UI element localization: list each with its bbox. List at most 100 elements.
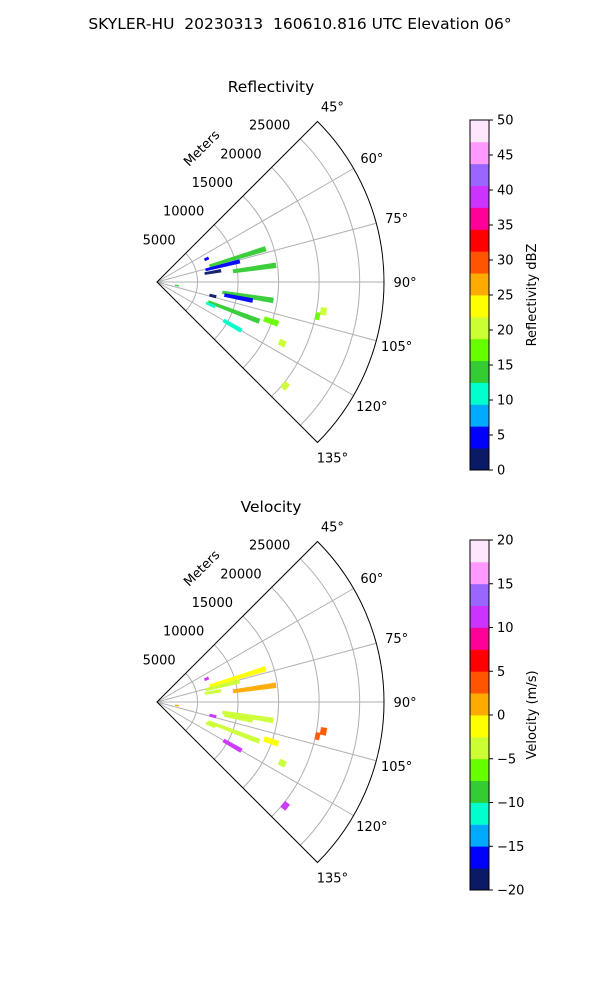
colorbar-segment — [470, 273, 489, 296]
azimuth-tick-label: 60° — [360, 152, 383, 167]
echo-cell — [209, 713, 217, 719]
colorbar-segment — [470, 824, 489, 847]
echo-cell — [263, 316, 280, 327]
azimuth-tick-label: 75° — [385, 632, 408, 647]
azimuth-gridline — [156, 168, 354, 283]
echo-cell — [222, 290, 274, 304]
echo-cell — [207, 720, 261, 744]
echo-cell — [263, 736, 280, 747]
echo-cell — [232, 682, 277, 694]
colorbar-tick-label: 20 — [497, 324, 514, 339]
panel-title: Reflectivity — [228, 78, 315, 96]
echo-cell — [277, 338, 287, 348]
colorbar-tick-label: 15 — [497, 577, 514, 592]
azimuth-tick-label: 75° — [385, 212, 408, 227]
colorbar-tick-label: 5 — [497, 429, 505, 444]
colorbar-segment — [470, 229, 489, 252]
colorbar-segment — [470, 802, 489, 825]
azimuth-gridline — [156, 701, 377, 762]
colorbar-tick-label: −20 — [497, 884, 524, 899]
colorbar-segment — [470, 846, 489, 869]
echo-cell — [203, 676, 210, 682]
azimuth-tick-label: 45° — [321, 101, 344, 116]
azimuth-tick-label: 120° — [356, 400, 387, 415]
range-tick-label: 10000 — [163, 205, 204, 220]
echo-cell — [205, 259, 241, 272]
colorbar-tick-label: 10 — [497, 621, 514, 636]
colorbar-tick-label: −10 — [497, 796, 524, 811]
colorbar-segment — [470, 583, 489, 607]
echo-cell — [314, 732, 321, 741]
colorbar-segment — [470, 251, 489, 274]
range-tick-label: 10000 — [163, 625, 204, 640]
echo-cell — [222, 738, 243, 753]
echo-cell — [314, 312, 321, 321]
colorbar-tick-label: −15 — [497, 840, 524, 855]
colorbar-tick-label: 25 — [497, 289, 514, 304]
colorbar-tick-label: −5 — [497, 752, 516, 767]
colorbar-segment — [470, 758, 489, 782]
echo-cell — [174, 704, 179, 707]
echo-cell — [208, 246, 267, 268]
colorbar-segment — [470, 780, 489, 803]
azimuth-tick-label: 90° — [394, 276, 417, 291]
colorbar-tick-label: 40 — [497, 184, 514, 199]
echo-cell — [205, 721, 217, 729]
colorbar-tick-label: 30 — [497, 254, 514, 269]
echo-cell — [205, 679, 241, 692]
range-tick-label: 20000 — [220, 567, 261, 582]
colorbar-segment — [470, 426, 489, 449]
echo-cell — [205, 301, 217, 309]
colorbar-tick-label: 20 — [497, 534, 514, 549]
chart-panel-reflectivity: Reflectivity 45° 60° 75° 90° 105° 120° 135° 5000… — [143, 78, 540, 479]
echo-cell — [203, 256, 210, 262]
range-tick-label: 5000 — [143, 233, 176, 248]
colorbar-tick-label: 35 — [497, 219, 514, 234]
echo-cell — [208, 666, 267, 688]
echo-cell — [232, 262, 277, 274]
azimuth-gridline — [156, 281, 377, 342]
range-tick-label: 15000 — [192, 176, 233, 191]
range-tick-label: 15000 — [192, 596, 233, 611]
azimuth-tick-label: 105° — [381, 760, 412, 775]
colorbar-tick-label: 50 — [497, 114, 514, 129]
colorbar-segment — [470, 605, 489, 628]
echo-cell — [280, 800, 291, 811]
range-tick-label: 25000 — [249, 119, 290, 134]
echo-cell — [174, 284, 179, 287]
colorbar-segment — [470, 316, 489, 340]
colorbar-tick-label: 45 — [497, 149, 514, 164]
echo-cell — [204, 269, 222, 275]
azimuth-tick-label: 135° — [317, 451, 348, 466]
colorbar-segment — [470, 868, 489, 891]
colorbar-segment — [470, 163, 489, 187]
colorbar-segment — [470, 561, 489, 585]
colorbar-tick-label: 0 — [497, 709, 505, 724]
sector-outline — [156, 540, 385, 864]
colorbar-tick-label: 15 — [497, 359, 514, 374]
chart-panel-velocity: Velocity 45° 60° 75° 90° 105° 120° 135° 5000 1000… — [143, 498, 540, 899]
panel-title: Velocity — [241, 498, 302, 516]
colorbar-tick-label: 10 — [497, 394, 514, 409]
colorbar-segment — [470, 360, 489, 383]
echo-cell — [319, 307, 328, 316]
range-axis-label: Meters — [181, 128, 223, 170]
figure-title: SKYLER-HU 20230313 160610.816 UTC Elevat… — [88, 15, 512, 33]
range-tick-label: 5000 — [143, 653, 176, 668]
echo-cell — [222, 710, 274, 724]
echo-cell — [277, 758, 287, 768]
colorbar-segment — [470, 295, 489, 318]
echo-cell — [207, 300, 261, 324]
colorbar-label: Velocity (m/s) — [525, 670, 540, 759]
colorbar-segment — [470, 715, 489, 738]
echo-cell — [319, 727, 328, 736]
colorbar-label: Reflectivity dBZ — [525, 244, 540, 347]
colorbar-segment — [470, 448, 489, 471]
colorbar-segment — [470, 338, 489, 362]
azimuth-tick-label: 45° — [321, 521, 344, 536]
echo-cell — [224, 293, 254, 303]
colorbar-tick-label: 5 — [497, 665, 505, 680]
azimuth-tick-label: 60° — [360, 572, 383, 587]
colorbar-segment — [470, 540, 489, 563]
